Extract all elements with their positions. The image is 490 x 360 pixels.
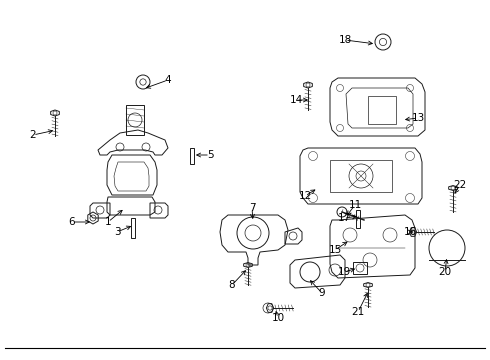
Bar [330, 160, 392, 192]
Bar [131, 218, 135, 238]
Bar [356, 210, 360, 228]
Bar [353, 262, 367, 274]
Text: 1: 1 [105, 217, 111, 227]
Text: 4: 4 [165, 75, 172, 85]
Text: 5: 5 [207, 150, 213, 160]
Text: 20: 20 [439, 267, 452, 277]
Text: 10: 10 [271, 313, 285, 323]
Text: 17: 17 [338, 213, 351, 223]
Text: 21: 21 [351, 307, 365, 317]
Bar [190, 148, 194, 164]
Text: 14: 14 [290, 95, 303, 105]
Text: 2: 2 [30, 130, 36, 140]
Text: 18: 18 [339, 35, 352, 45]
Bar [368, 96, 396, 124]
Text: 16: 16 [403, 227, 416, 237]
Text: 11: 11 [348, 200, 362, 210]
Text: 13: 13 [412, 113, 425, 123]
Text: 22: 22 [453, 180, 466, 190]
Bar [126, 105, 144, 135]
Text: 9: 9 [318, 288, 325, 298]
Text: 12: 12 [298, 191, 312, 201]
Text: 6: 6 [69, 217, 75, 227]
Text: 19: 19 [338, 267, 351, 277]
Text: 3: 3 [114, 227, 121, 237]
Text: 7: 7 [249, 203, 255, 213]
Text: 15: 15 [328, 245, 342, 255]
Text: 8: 8 [229, 280, 235, 290]
